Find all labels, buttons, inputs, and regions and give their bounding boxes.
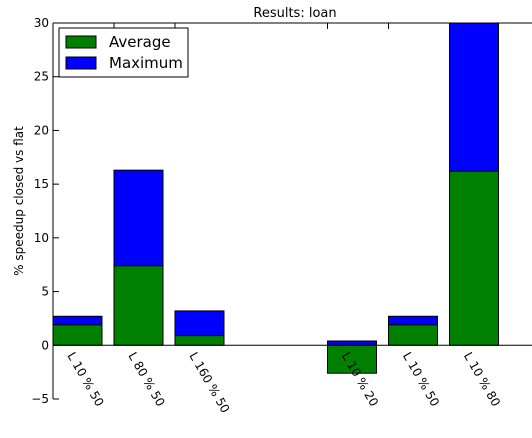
- bar-maximum-5: [449, 22, 499, 172]
- y-ticks-group: −5 0 5 10 15 20 25 30: [31, 16, 59, 406]
- y-tick-label-0: −5: [31, 392, 49, 406]
- y-axis-title: % speedup closed vs flat: [12, 126, 26, 276]
- legend: Average Maximum: [58, 27, 189, 78]
- y-tick-label-6: 25: [34, 70, 49, 84]
- legend-label-1: Maximum: [109, 54, 183, 72]
- bar-maximum-4: [388, 315, 438, 326]
- x-tick-label-2: L 160 % 50: [186, 350, 232, 416]
- y-tick-label-7: 30: [34, 16, 49, 30]
- legend-swatch-1: [65, 56, 97, 70]
- bar-maximum-2: [174, 310, 225, 337]
- legend-label-0: Average: [109, 33, 171, 51]
- bar-maximum-0: [52, 315, 103, 326]
- bar-maximum-3: [327, 340, 377, 346]
- bar-average-4: [388, 324, 438, 346]
- y-tick-label-1: 0: [41, 338, 49, 352]
- chart-title: Results: loan: [253, 6, 336, 21]
- x-tick-label-1: L 80 % 50: [125, 350, 167, 409]
- bar-average-2: [174, 335, 225, 346]
- bar-maximum-1: [113, 169, 164, 267]
- y-tick-label-3: 10: [34, 231, 49, 245]
- bar-average-1: [113, 265, 164, 346]
- bar-average-0: [52, 324, 103, 346]
- y-tick-label-2: 5: [41, 285, 49, 299]
- y-tick-label-5: 20: [34, 123, 49, 137]
- x-tick-label-4: L 10 % 50: [400, 350, 442, 409]
- bars-group: [52, 22, 499, 374]
- y-tick-label-4: 15: [34, 177, 49, 191]
- bar-average-5: [449, 170, 499, 346]
- legend-swatch-0: [65, 35, 97, 49]
- x-tick-label-5: L 10 % 80: [461, 350, 503, 409]
- x-tick-label-0: L 10 % 50: [64, 350, 106, 409]
- axes-group: [52, 22, 532, 399]
